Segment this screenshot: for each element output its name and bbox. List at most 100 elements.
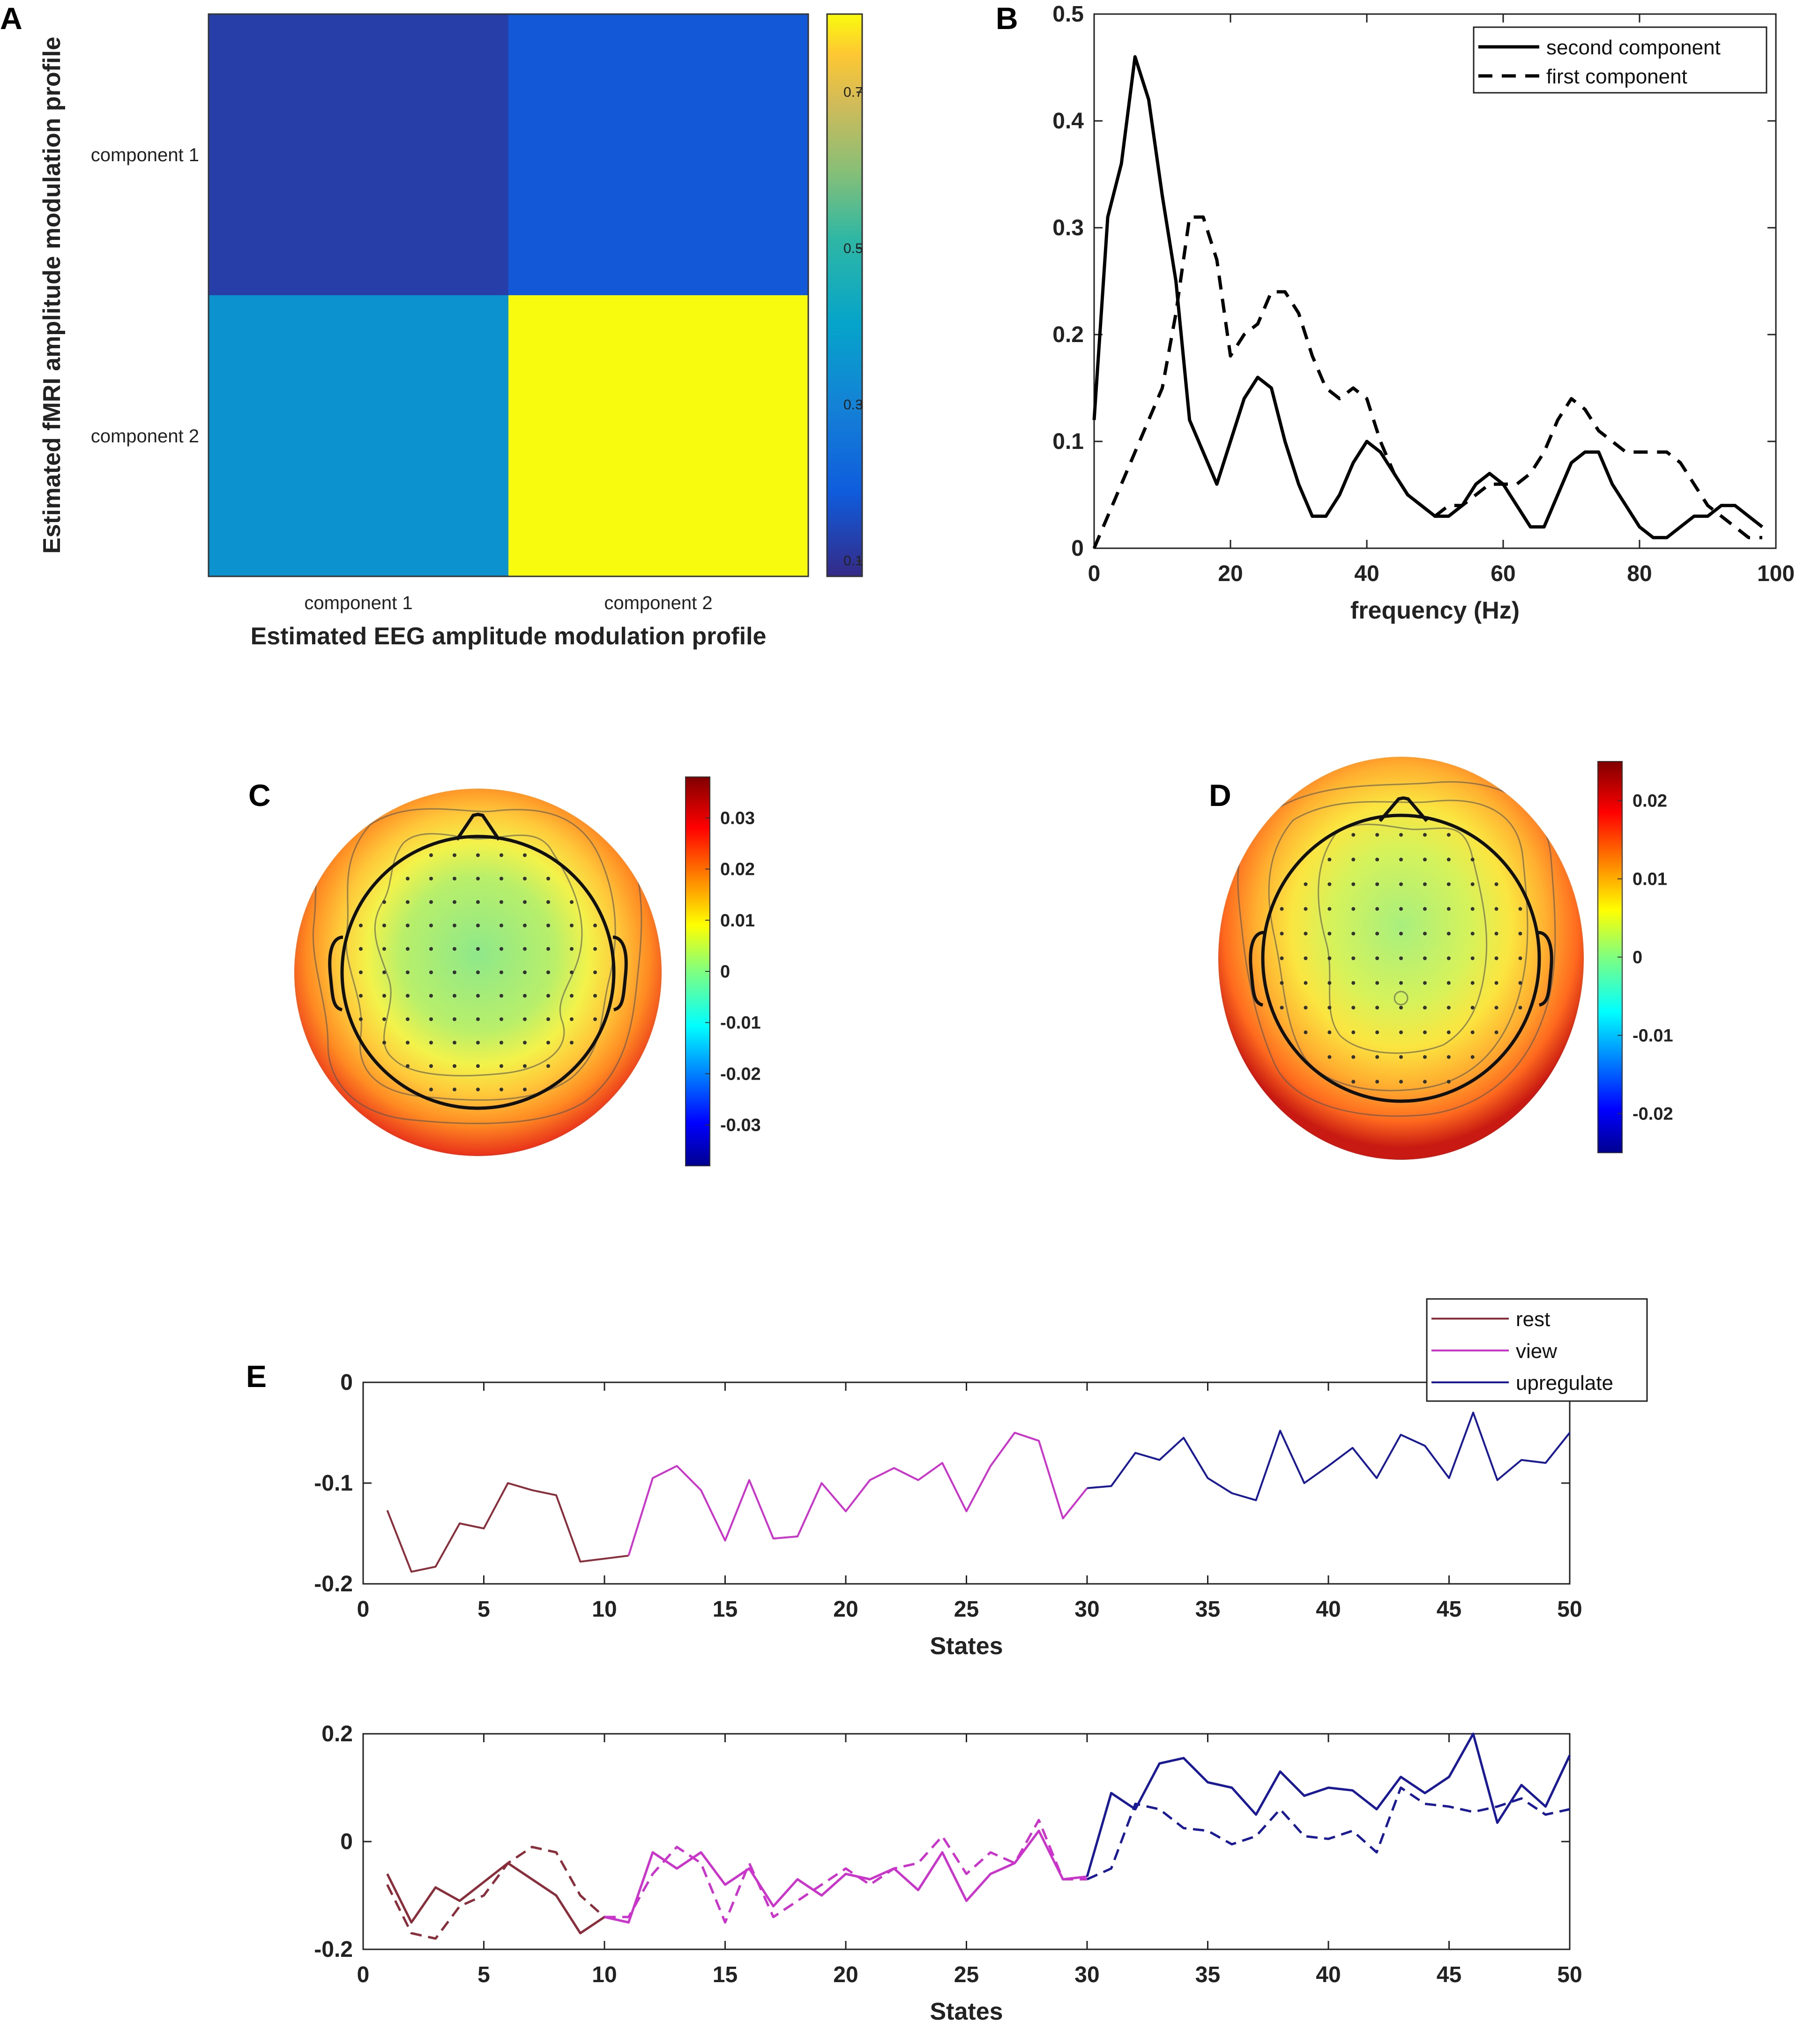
- electrode-dot: [546, 994, 550, 998]
- colorbar-tick-label: 0: [720, 962, 730, 982]
- left-ear-icon: [328, 935, 343, 1012]
- electrode-dot: [1304, 932, 1308, 936]
- y-tick-label: 0.2: [1052, 322, 1084, 347]
- electrode-dot: [1280, 956, 1284, 960]
- electrode-dot: [1399, 1055, 1403, 1059]
- electrode-dot: [1470, 1006, 1475, 1010]
- y-tick-label: -0.1: [314, 1471, 353, 1496]
- electrode-dot: [1399, 1006, 1403, 1010]
- electrode-dot: [406, 994, 410, 998]
- head-outline: [1261, 813, 1541, 1103]
- electrode-dot: [453, 1017, 456, 1021]
- electrode-dot: [1280, 981, 1284, 985]
- electrode-dot: [499, 1041, 503, 1044]
- electrode-dot: [1304, 907, 1308, 911]
- electrode-dot: [453, 924, 456, 927]
- x-tick-label: 25: [954, 1597, 979, 1622]
- right-ear-icon: [612, 935, 628, 1012]
- electrode-dot: [359, 994, 363, 998]
- x-tick-label: component 2: [604, 593, 712, 613]
- y-tick-label: 0.3: [1052, 216, 1084, 240]
- electrode-dot: [1423, 1006, 1427, 1010]
- electrode-dot: [546, 1017, 550, 1021]
- contour-line: [374, 833, 583, 1077]
- electrode-dot: [499, 877, 503, 880]
- electrode-dot: [1351, 882, 1356, 886]
- electrode-dot: [546, 970, 550, 974]
- x-tick-label: 80: [1627, 561, 1652, 586]
- electrode-dot: [453, 1064, 456, 1068]
- y-tick-label: -0.2: [314, 1572, 353, 1596]
- colorbar-D: 0.02 0.01 0 -0.01 -0.02: [1597, 761, 1673, 1153]
- series-line-rest: [386, 1862, 605, 1934]
- electrode-dot: [499, 947, 503, 951]
- electrode-dot: [1446, 1006, 1451, 1010]
- electrode-dot: [406, 970, 410, 974]
- electrode-dot: [523, 924, 527, 927]
- heatmap-cell: [508, 14, 808, 295]
- electrode-dot: [1470, 932, 1475, 936]
- contour-line: [1318, 823, 1488, 1054]
- electrode-dot: [406, 947, 410, 951]
- electrode-dot: [1423, 907, 1427, 911]
- colorbar: [826, 13, 863, 577]
- colorbar-tick-label: -0.01: [1633, 1026, 1673, 1046]
- electrode-dot: [429, 970, 433, 974]
- panel-C-topomap: [294, 789, 662, 1156]
- electrode-dot: [1494, 1030, 1498, 1035]
- panel-B-line-chart: 0 20 40 60 80 100 0 0.1 0.2 0.3 0.4 0.5 frequency (H…: [1052, 2, 1795, 624]
- colorbar-tick-label: 0: [1633, 948, 1642, 968]
- left-ear-icon: [1249, 931, 1264, 1007]
- electrode-dot: [1351, 1006, 1356, 1010]
- electrode-dot: [1494, 882, 1498, 886]
- colorbar-tick-label: 0.02: [1633, 791, 1667, 811]
- electrode-dot: [593, 994, 597, 998]
- electrode-dot: [382, 900, 386, 904]
- electrode-dot: [1446, 858, 1451, 862]
- electrode-dot: [1351, 1030, 1356, 1035]
- x-tick-label: 40: [1316, 1962, 1341, 1987]
- electrode-dot: [1423, 981, 1427, 985]
- electrode-dot: [1518, 956, 1522, 960]
- panel-E-top-line-chart: 0 5 10 15 20 25 30 35 40 45 50 0 -0.1 -0.2 States rest v…: [314, 1298, 1648, 1660]
- contour-line: [1237, 781, 1556, 1117]
- y-axis-label: Estimated fMRI amplitude modulation prof…: [38, 37, 66, 554]
- electrode-dot: [429, 1064, 433, 1068]
- electrode-dot: [1446, 1055, 1451, 1059]
- plot-frame: [362, 1381, 1571, 1585]
- electrode-dot: [523, 877, 527, 880]
- electrode-dot: [546, 924, 550, 927]
- electrode-dot: [593, 947, 597, 951]
- colorbar-tick-label: -0.02: [720, 1064, 761, 1084]
- x-tick-label: 0: [1088, 561, 1101, 586]
- electrode-dot: [1351, 981, 1356, 985]
- heatmap-cell: [508, 295, 808, 576]
- x-tick-label: 5: [477, 1962, 490, 1987]
- electrode-dot: [476, 924, 480, 927]
- electrode-dot: [429, 900, 433, 904]
- electrode-dot: [476, 1017, 480, 1021]
- electrode-dot: [570, 1041, 574, 1044]
- electrode-dot: [1470, 956, 1475, 960]
- electrode-dot: [382, 1041, 386, 1044]
- electrode-dot: [1446, 1080, 1451, 1084]
- legend-label: upregulate: [1516, 1372, 1613, 1395]
- electrode-dot: [1351, 932, 1356, 936]
- electrode-dot: [429, 1041, 433, 1044]
- electrode-dot: [570, 947, 574, 951]
- electrode-dot: [1375, 907, 1379, 911]
- electrode-dot: [406, 1017, 410, 1021]
- series-line-second-component: [1092, 55, 1764, 539]
- electrode-dot: [593, 970, 597, 974]
- electrode-dot: [499, 1088, 503, 1091]
- legend-label: first component: [1546, 65, 1687, 88]
- x-tick-label: 50: [1557, 1597, 1582, 1622]
- electrode-dot: [593, 924, 597, 927]
- electrode-dot: [1518, 932, 1522, 936]
- panel-label-D: D: [1209, 778, 1231, 813]
- electrode-dot: [453, 994, 456, 998]
- plot-frame: [1093, 13, 1777, 549]
- x-tick-label: 20: [833, 1962, 858, 1987]
- electrode-dot: [1470, 981, 1475, 985]
